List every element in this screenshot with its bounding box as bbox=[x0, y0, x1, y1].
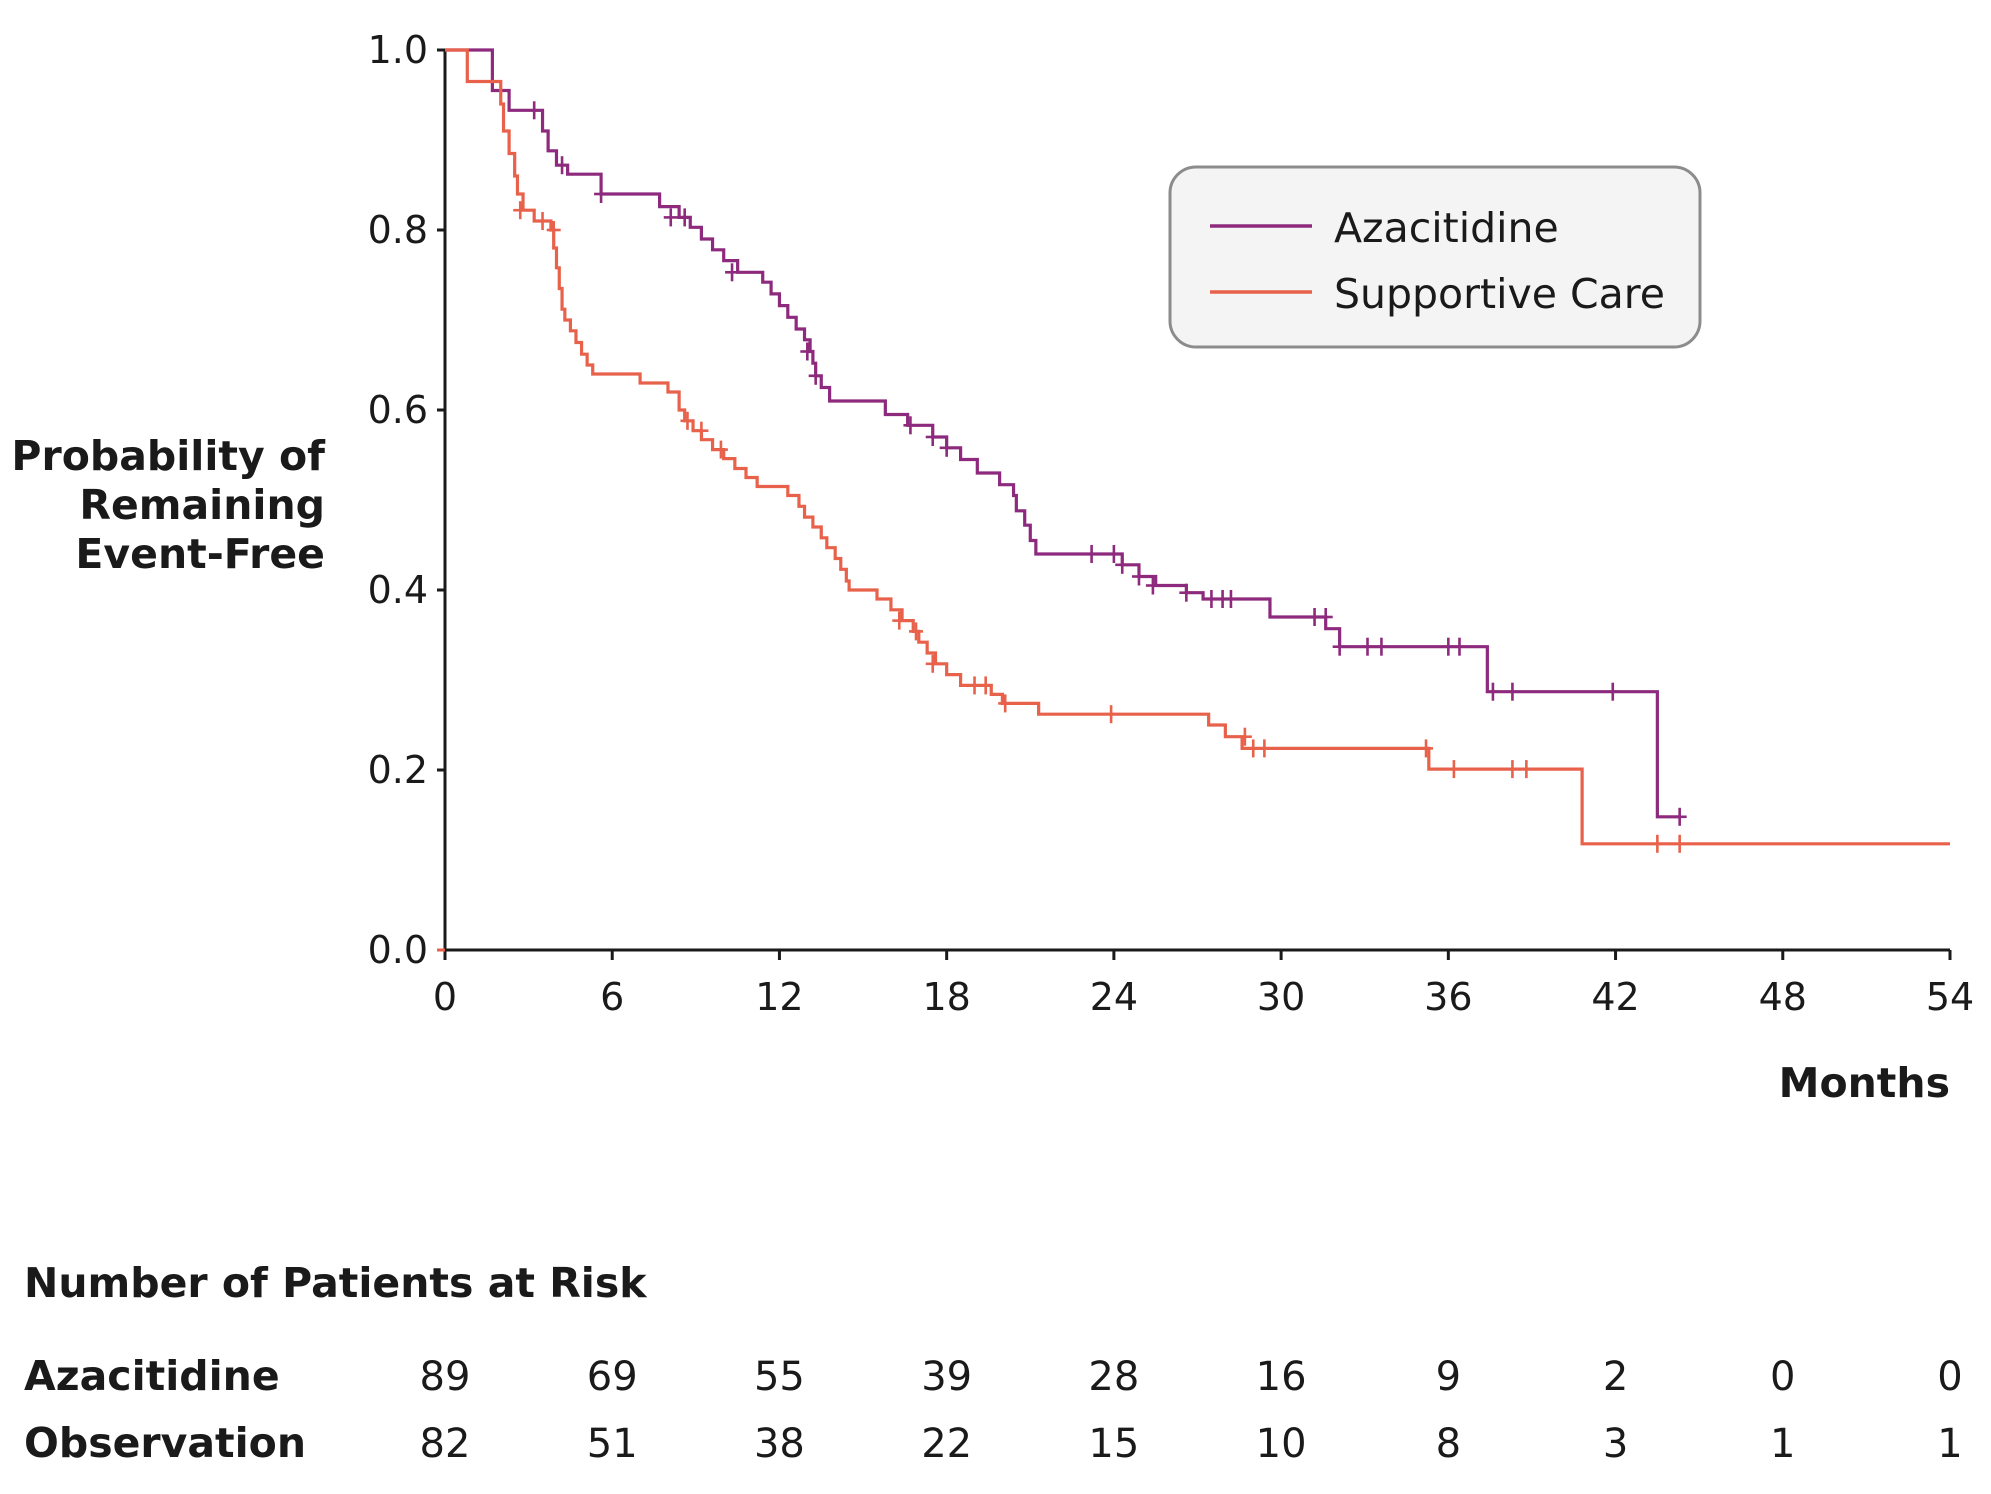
risk-value: 39 bbox=[921, 1354, 972, 1400]
risk-value: 38 bbox=[754, 1421, 805, 1467]
y-tick-label: 1.0 bbox=[368, 28, 428, 72]
risk-value: 89 bbox=[420, 1354, 471, 1400]
risk-row-label-azacitidine: Azacitidine bbox=[24, 1352, 280, 1400]
risk-table-title: Number of Patients at Risk bbox=[24, 1259, 648, 1307]
y-axis-label: Probability of Remaining Event-Free bbox=[11, 432, 326, 578]
risk-values: 89 69 55 39 28 16 9 2 0 0 82 51 38 22 15 10 8 3 1 1 bbox=[420, 1354, 1963, 1467]
y-tick-label: 0.8 bbox=[368, 208, 428, 252]
y-tick-label: 0.4 bbox=[368, 568, 428, 612]
x-tick-label: 24 bbox=[1090, 975, 1138, 1019]
x-tick-label: 54 bbox=[1926, 975, 1974, 1019]
risk-value: 16 bbox=[1256, 1354, 1307, 1400]
x-tick-label: 12 bbox=[755, 975, 803, 1019]
risk-value: 3 bbox=[1603, 1421, 1628, 1467]
y-axis-label-line-1: Probability of bbox=[11, 432, 326, 480]
y-tick-label: 0.0 bbox=[368, 928, 428, 972]
survival-curves bbox=[437, 48, 1950, 952]
y-axis-label-line-3: Event-Free bbox=[75, 530, 325, 578]
y-tick-label: 0.6 bbox=[368, 388, 428, 432]
risk-value: 1 bbox=[1770, 1421, 1795, 1467]
risk-value: 1 bbox=[1937, 1421, 1962, 1467]
risk-row-label-observation: Observation bbox=[24, 1419, 306, 1467]
x-tick-label: 48 bbox=[1759, 975, 1807, 1019]
x-tick-label: 36 bbox=[1424, 975, 1472, 1019]
y-tick-label: 0.2 bbox=[368, 748, 428, 792]
y-axis-label-line-2: Remaining bbox=[79, 481, 325, 529]
risk-value: 55 bbox=[754, 1354, 805, 1400]
legend-label-azacitidine: Azacitidine bbox=[1334, 204, 1559, 252]
x-tick-label: 0 bbox=[433, 975, 457, 1019]
risk-value: 10 bbox=[1256, 1421, 1307, 1467]
risk-value: 28 bbox=[1088, 1354, 1139, 1400]
legend: Azacitidine Supportive Care bbox=[1168, 165, 1702, 349]
risk-table: Number of Patients at Risk Azacitidine O… bbox=[24, 1259, 1963, 1467]
risk-value: 15 bbox=[1088, 1421, 1139, 1467]
legend-box bbox=[1168, 165, 1702, 349]
risk-value: 69 bbox=[587, 1354, 638, 1400]
risk-value: 0 bbox=[1770, 1354, 1795, 1400]
x-tick-label: 42 bbox=[1591, 975, 1639, 1019]
y-ticks: 0.0 0.2 0.4 0.6 0.8 1.0 bbox=[368, 28, 445, 972]
x-tick-label: 30 bbox=[1257, 975, 1305, 1019]
risk-value: 8 bbox=[1436, 1421, 1461, 1467]
x-tick-label: 18 bbox=[922, 975, 970, 1019]
risk-value: 51 bbox=[587, 1421, 638, 1467]
risk-value: 2 bbox=[1603, 1354, 1628, 1400]
x-tick-label: 6 bbox=[600, 975, 624, 1019]
x-ticks: 0 6 12 18 24 30 36 42 48 54 bbox=[433, 950, 1974, 1019]
risk-value: 82 bbox=[420, 1421, 471, 1467]
x-axis-label: Months bbox=[1779, 1059, 1950, 1107]
axes bbox=[443, 50, 1950, 952]
legend-label-supportive-care: Supportive Care bbox=[1334, 270, 1665, 318]
risk-value: 22 bbox=[921, 1421, 972, 1467]
risk-value: 0 bbox=[1937, 1354, 1962, 1400]
series-line-azacitidine bbox=[445, 48, 1680, 819]
risk-value: 9 bbox=[1436, 1354, 1461, 1400]
